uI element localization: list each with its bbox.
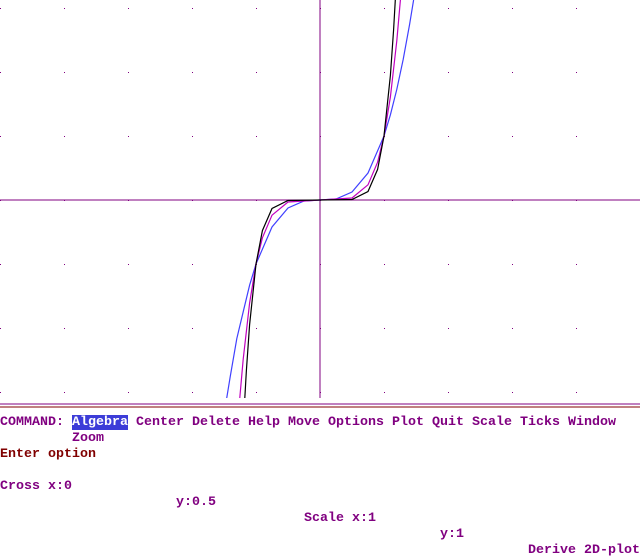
tick-dot xyxy=(576,136,577,137)
menu-bar: COMMAND: Algebra Center Delete Help Move… xyxy=(0,415,616,431)
tick-dot xyxy=(128,264,129,265)
tick-dot xyxy=(128,72,129,73)
tick-dot xyxy=(192,136,193,137)
menu-item[interactable]: Algebra xyxy=(72,415,128,430)
menu-item[interactable]: Quit xyxy=(432,415,464,430)
tick-dot xyxy=(0,72,1,73)
status-scale-y: y:1 xyxy=(440,527,464,542)
tick-dot xyxy=(0,392,1,393)
tick-dot xyxy=(192,72,193,73)
status-cross-x: Cross x:0 xyxy=(0,479,72,494)
tick-dot xyxy=(192,328,193,329)
tick-dot xyxy=(512,264,513,265)
status-bar: Cross x:0 y:0.5 Scale x:1 y:1 Derive 2D-… xyxy=(0,463,640,558)
menu-bar: Zoom xyxy=(72,431,104,447)
menu-item[interactable]: Move xyxy=(288,415,320,430)
menu-item[interactable]: Window xyxy=(568,415,616,430)
tick-dot xyxy=(256,72,257,73)
menu-item[interactable]: Delete xyxy=(192,415,240,430)
menu-item[interactable]: Center xyxy=(136,415,184,430)
status-cross-y: y:0.5 xyxy=(176,495,216,510)
menu-item[interactable]: Zoom xyxy=(72,431,104,446)
menu-item[interactable]: Scale xyxy=(472,415,512,430)
tick-dot xyxy=(128,328,129,329)
tick-dot xyxy=(384,72,385,73)
tick-dot xyxy=(448,8,449,9)
menu-item[interactable]: Options xyxy=(328,415,384,430)
tick-dot xyxy=(64,136,65,137)
tick-dot xyxy=(448,264,449,265)
tick-dot xyxy=(64,392,65,393)
tick-dot xyxy=(128,8,129,9)
menu-item[interactable]: Help xyxy=(248,415,280,430)
tick-dot xyxy=(384,264,385,265)
tick-dot xyxy=(576,8,577,9)
tick-dot xyxy=(512,72,513,73)
tick-dot xyxy=(448,392,449,393)
tick-dot xyxy=(64,264,65,265)
tick-dot xyxy=(192,8,193,9)
tick-dot xyxy=(512,8,513,9)
tick-dot xyxy=(576,392,577,393)
tick-dot xyxy=(64,72,65,73)
tick-dot xyxy=(192,392,193,393)
curve xyxy=(244,0,396,398)
tick-dot xyxy=(448,136,449,137)
status-scale-x: Scale x:1 xyxy=(304,511,376,526)
tick-dot xyxy=(576,328,577,329)
menu-item[interactable]: Ticks xyxy=(520,415,560,430)
tick-dot xyxy=(0,136,1,137)
prompt: Enter option xyxy=(0,447,96,462)
tick-dot xyxy=(256,328,257,329)
tick-dot xyxy=(0,264,1,265)
tick-dot xyxy=(384,392,385,393)
tick-dot xyxy=(64,328,65,329)
menu-item[interactable]: Plot xyxy=(392,415,424,430)
tick-dot xyxy=(448,328,449,329)
tick-dot xyxy=(384,8,385,9)
tick-dot xyxy=(256,392,257,393)
tick-dot xyxy=(0,328,1,329)
tick-dot xyxy=(0,8,1,9)
tick-dot xyxy=(512,328,513,329)
tick-dot xyxy=(192,264,193,265)
tick-dot xyxy=(512,136,513,137)
plot-window xyxy=(0,0,640,408)
tick-dot xyxy=(576,72,577,73)
tick-dot xyxy=(384,328,385,329)
menu-label: COMMAND: xyxy=(0,415,64,430)
tick-dot xyxy=(448,72,449,73)
tick-dot xyxy=(576,264,577,265)
tick-dot xyxy=(128,392,129,393)
status-app: Derive 2D-plot xyxy=(528,543,640,558)
tick-dot xyxy=(64,8,65,9)
tick-dot xyxy=(256,136,257,137)
tick-dot xyxy=(128,136,129,137)
tick-dot xyxy=(512,392,513,393)
tick-dot xyxy=(256,8,257,9)
